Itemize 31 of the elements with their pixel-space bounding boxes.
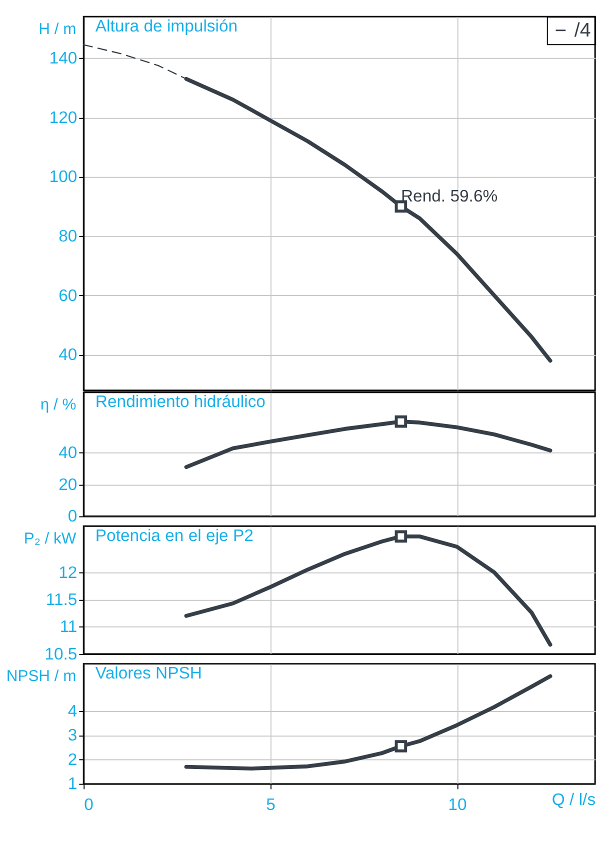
- y-tick-label: 10.5: [44, 644, 78, 664]
- legend-label: /4: [574, 19, 591, 42]
- y-tick-label: 120: [49, 108, 78, 127]
- y-axis-title: H / m: [38, 20, 76, 38]
- y-tick-label: 40: [58, 345, 78, 364]
- chart-title: Valores NPSH: [95, 664, 202, 683]
- chart-title: Altura de impulsión: [95, 16, 238, 36]
- y-tick-label: 11.5: [46, 590, 78, 609]
- y-tick-label: 0: [68, 506, 78, 526]
- y-tick-label: 11: [60, 617, 78, 636]
- x-tick-label: 0: [84, 794, 94, 814]
- y-tick-label: 20: [58, 474, 78, 494]
- y-axis-title: P₂ / kW: [24, 530, 76, 548]
- y-tick-label: 60: [58, 286, 78, 305]
- x-tick-label: 5: [266, 794, 276, 814]
- x-axis-title: Q / l/s: [552, 790, 596, 809]
- y-axis-title: η / %: [40, 396, 76, 414]
- chart-title: Potencia en el eje P2: [95, 526, 254, 545]
- y-tick-label: 2: [68, 750, 78, 769]
- x-tick-label: 10: [448, 794, 467, 814]
- y-axis-title: NPSH / m: [6, 668, 76, 686]
- y-tick-label: 4: [68, 701, 78, 720]
- y-tick-label: 80: [58, 226, 78, 246]
- y-tick-label: 1: [68, 774, 78, 794]
- chart-title: Rendimiento hidráulico: [95, 392, 266, 412]
- y-tick-label: 3: [68, 726, 78, 745]
- y-tick-label: 40: [58, 443, 78, 462]
- y-tick-label: 100: [49, 167, 78, 186]
- annotation: Rend. 59.6%: [400, 186, 498, 206]
- y-tick-label: 140: [49, 48, 78, 68]
- y-tick-label: 12: [58, 562, 78, 582]
